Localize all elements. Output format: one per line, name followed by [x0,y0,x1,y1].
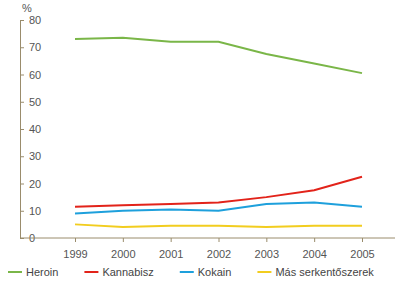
y-tick-mark [20,156,24,157]
x-tick: 2005 [350,238,374,260]
x-tick-mark [314,238,315,242]
y-tick-label: 70 [29,41,41,53]
x-tick-label: 2003 [255,248,279,260]
legend: Heroin Kannabisz Kokain Más serkentőszerek [8,266,374,278]
y-tick-label: 20 [29,178,41,190]
y-tick: 10 [20,205,41,217]
x-axis: 1999 2000 2001 2002 2003 2004 2005 [63,238,374,260]
y-tick-label: 30 [29,150,41,162]
y-tick-mark [20,184,24,185]
x-tick-mark [219,238,220,242]
y-tick-label: 80 [29,14,41,26]
y-tick: 60 [20,69,41,81]
x-tick: 2002 [207,238,231,260]
x-tick-mark [362,238,363,242]
legend-item: Kokain [180,266,232,278]
y-axis-line [21,21,25,239]
legend-item: Kannabisz [84,266,153,278]
x-tick-label: 2005 [350,248,374,260]
y-tick-label: 10 [29,205,41,217]
legend-item: Más serkentőszerek [257,266,374,278]
legend-swatch [257,271,271,273]
x-tick: 2001 [159,238,183,260]
legend-label: Heroin [26,266,58,278]
y-tick: 40 [20,123,41,135]
y-tick-label: 60 [29,69,41,81]
y-tick-mark [20,75,24,76]
x-tick-mark [171,238,172,242]
series-line [75,38,362,73]
legend-label: Kannabisz [102,266,153,278]
legend-item: Heroin [8,266,58,278]
y-tick-label: 40 [29,123,41,135]
x-tick: 2003 [255,238,279,260]
legend-swatch [8,271,22,273]
y-tick-mark [20,102,24,103]
y-tick-mark [20,47,24,48]
y-tick: 80 [20,14,41,26]
y-tick: 50 [20,96,41,108]
series-line [75,224,362,227]
x-tick-label: 2000 [111,248,135,260]
legend-swatch [180,271,194,273]
x-tick-label: 2001 [159,248,183,260]
series-line [75,203,362,214]
plot-lines [75,38,362,227]
x-axis-line [20,238,395,239]
y-axis-label: % [22,2,32,14]
y-tick-label: 50 [29,96,41,108]
x-tick-label: 2004 [302,248,326,260]
y-tick-mark [20,129,24,130]
y-tick-mark [20,211,24,212]
x-tick-mark [75,238,76,242]
legend-label: Kokain [198,266,232,278]
y-tick: 20 [20,178,41,190]
x-tick: 2000 [111,238,135,260]
legend-swatch [84,271,98,273]
x-tick-mark [123,238,124,242]
y-tick: 30 [20,150,41,162]
y-axis: 01020304050607080 [20,14,41,244]
x-tick-label: 1999 [63,248,87,260]
x-tick: 1999 [63,238,87,260]
y-tick: 70 [20,41,41,53]
x-tick-mark [266,238,267,242]
legend-label: Más serkentőszerek [275,266,374,278]
x-tick: 2004 [302,238,326,260]
x-tick-label: 2002 [207,248,231,260]
y-tick-mark [20,20,24,21]
